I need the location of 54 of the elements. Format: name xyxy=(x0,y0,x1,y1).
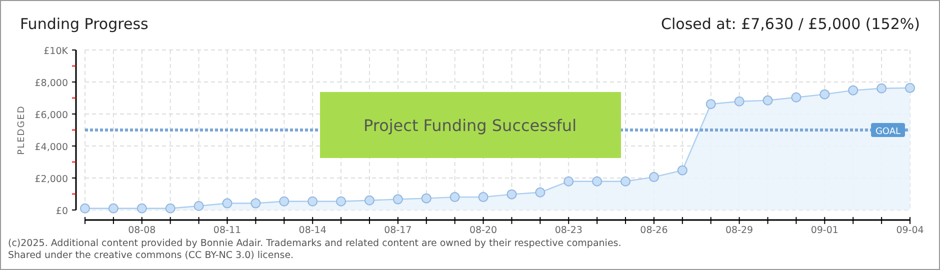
point xyxy=(80,203,90,214)
point xyxy=(762,95,773,106)
y-tick-label: £4,000 xyxy=(34,142,68,153)
y-axis-title: PLEDGED xyxy=(17,105,27,155)
point xyxy=(136,203,147,214)
chart-title: Funding Progress xyxy=(20,15,149,33)
point xyxy=(165,203,176,214)
x-tick-label: 08-08 xyxy=(128,225,156,236)
text: (c)2025. Additional content provided by Bonnie Adair. Trademarks and related content are owned by their respective companies. xyxy=(8,238,622,249)
y-tick-label: £2,000 xyxy=(34,174,68,185)
point xyxy=(308,196,318,206)
x-tick-label: 09-04 xyxy=(896,225,924,236)
point xyxy=(876,83,887,94)
x-tick-label: 08-29 xyxy=(726,225,754,236)
point xyxy=(194,201,204,211)
point xyxy=(250,198,261,208)
point xyxy=(905,82,915,93)
point xyxy=(108,203,118,214)
point xyxy=(734,96,744,106)
x-tick-label: 08-14 xyxy=(298,225,326,236)
y-tick-label: £8,000 xyxy=(34,78,68,89)
point xyxy=(222,198,232,208)
point xyxy=(392,194,403,204)
x-tick-label: 08-17 xyxy=(384,225,412,236)
point xyxy=(364,195,374,206)
banner-box: Project Funding Successful xyxy=(320,92,621,158)
point xyxy=(506,189,517,200)
point xyxy=(848,85,858,96)
point xyxy=(450,192,460,202)
point xyxy=(535,187,546,198)
point xyxy=(421,193,432,204)
x-tick-label: 08-26 xyxy=(640,225,668,236)
annotation: Project Funding Successful xyxy=(363,116,577,135)
y-tick-label: £0 xyxy=(56,206,68,217)
point xyxy=(648,172,659,182)
point xyxy=(478,192,488,202)
chart-subtitle: Closed at: £7,630 / £5,000 (152%) xyxy=(661,15,920,33)
text: Shared under the creative commons (CC BY-NC 3.0) license. xyxy=(8,250,294,261)
x-tick-label: 08-23 xyxy=(554,225,582,236)
point xyxy=(592,176,602,186)
point xyxy=(791,92,802,102)
x-tick-label: 08-20 xyxy=(469,225,498,236)
point xyxy=(706,99,716,110)
x-tick-label: 09-01 xyxy=(810,225,838,236)
y-tick-label: £10K xyxy=(44,46,69,57)
point xyxy=(279,196,290,206)
y-tick-label: £6,000 xyxy=(34,110,68,121)
point xyxy=(336,196,346,206)
ref-line-label: GOAL xyxy=(875,127,901,137)
x-tick-label: 08-11 xyxy=(213,225,242,236)
point xyxy=(564,176,574,186)
point xyxy=(620,176,631,186)
point xyxy=(820,89,830,100)
point xyxy=(677,165,688,176)
